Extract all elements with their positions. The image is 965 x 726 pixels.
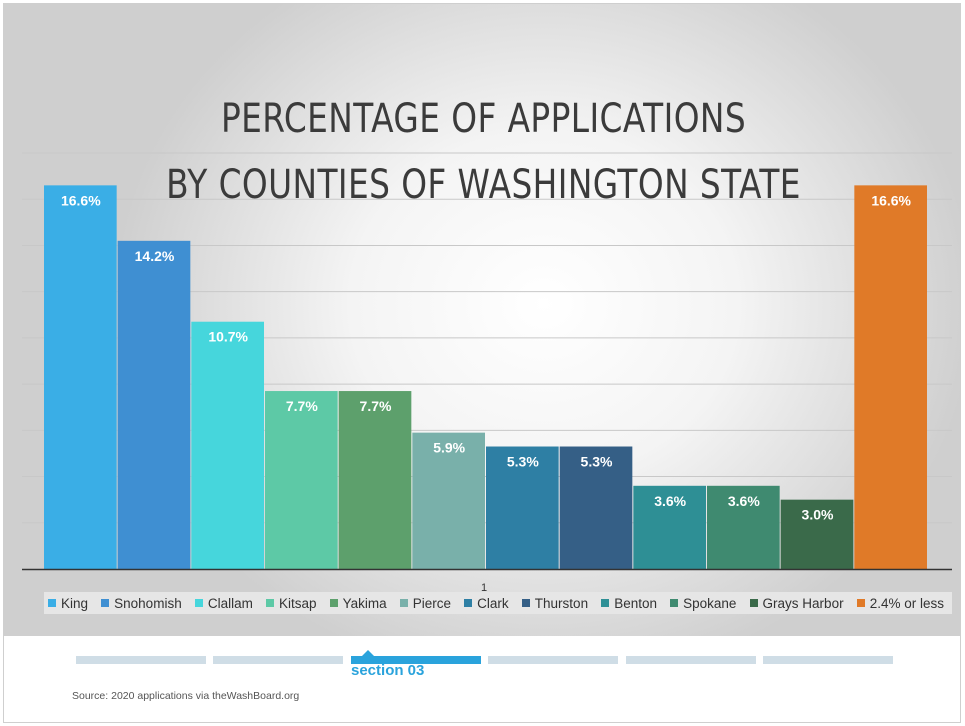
legend-label: Pierce [412,595,452,611]
legend-item: 2.4% or less [856,595,944,611]
bar-king [44,185,117,569]
data-label: 5.9% [433,440,465,456]
legend-label: Clallam [207,595,253,611]
bar-pierce [412,432,485,569]
legend-swatch [329,599,338,607]
data-label: 3.0% [802,507,834,523]
section-navigation: section 03 Source: 2020 applications via… [4,636,960,722]
legend-item: Pierce [399,595,452,611]
legend-item: King [48,596,88,611]
nav-segment-2[interactable] [213,656,343,664]
x-tick-label: 1 [480,582,488,594]
bar-grays-harbor [780,499,854,569]
legend-swatch [265,599,274,607]
bar-yakima [338,391,412,569]
data-label: 3.6% [728,493,760,509]
nav-segment-6[interactable] [763,656,893,664]
data-label: 5.3% [581,454,613,470]
legend-label: King [61,595,89,611]
data-label: 14.2% [135,248,175,264]
data-label: 10.7% [208,329,248,345]
legend-swatch [749,599,758,607]
legend-item: Thurston [521,595,589,611]
nav-segment-1[interactable] [76,656,206,664]
legend-item: Clark [464,596,509,611]
data-label: 7.7% [286,398,318,414]
legend-label: Thurston [534,595,589,611]
legend-item: Grays Harbor [749,595,844,611]
legend-label: Grays Harbor [762,595,844,611]
data-label: 7.7% [360,398,392,414]
bar-thurston [559,446,633,569]
nav-segment-5[interactable] [626,656,756,664]
chart-title-line-1: PERCENTAGE OF APPLICATIONS [220,96,747,142]
legend-swatch [101,599,110,607]
source-note: Source: 2020 applications via theWashBoa… [72,690,300,702]
legend-swatch [670,599,679,607]
bar-clallam [191,321,264,569]
legend-swatch [48,599,56,607]
legend-item: Benton [601,596,657,611]
bar-benton [633,485,706,569]
data-label: 5.3% [507,454,539,470]
data-label: 3.6% [654,493,686,509]
legend-swatch [399,599,408,607]
legend-label: Clark [477,595,509,611]
legend-swatch [464,599,473,607]
legend-swatch [601,599,610,607]
bar-chart: 16.6% 14.2% 10.7% 7.7% 7.7% 5.9% 5.3% 5.3% 3.6% 3… [22,152,952,571]
slide: 16.6% 14.2% 10.7% 7.7% 7.7% 5.9% 5.3% 5.3% 3.6% 3… [3,3,961,723]
legend-label: Snohomish [114,595,182,611]
bar-spokane [707,485,780,569]
legend-label: 2.4% or less [869,595,944,611]
legend-item: Kitsap [265,595,317,611]
nav-segment-4[interactable] [488,656,618,664]
legend-label: Benton [614,595,657,611]
bar-kitsap [265,391,338,569]
legend-swatch [194,599,203,607]
legend-label: Yakima [342,595,387,611]
legend-label: Spokane [683,595,737,611]
legend-swatch [521,599,530,607]
legend-item: Clallam [194,595,253,611]
data-label: 16.6% [61,192,101,208]
data-label: 16.6% [871,192,911,208]
legend-item: Spokane [670,596,736,611]
active-section-label: section 03 [351,662,425,679]
legend-item: Snohomish [101,596,182,611]
nav-pointer-icon [362,650,374,656]
chart-title-line-2: BY COUNTIES OF WASHINGTON STATE [166,162,801,208]
legend-item: Yakima [329,595,387,611]
bar-clark [486,446,559,569]
chart-legend: King Snohomish Clallam Kitsap Yakima Pierce Cl… [44,592,952,614]
legend-label: Kitsap [278,595,317,611]
bar-2-4-or-less [854,185,927,569]
legend-swatch [856,599,865,607]
nav-segment-3-active[interactable] [351,656,481,664]
bar-snohomish [117,240,191,570]
